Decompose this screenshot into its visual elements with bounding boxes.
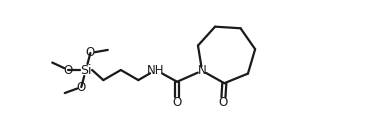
Text: O: O (172, 96, 182, 109)
Text: N: N (198, 64, 206, 77)
Text: O: O (77, 80, 86, 94)
Text: O: O (219, 96, 228, 109)
Text: O: O (64, 64, 73, 76)
Text: Si: Si (80, 64, 92, 76)
Text: NH: NH (147, 64, 165, 76)
Text: O: O (86, 46, 95, 60)
